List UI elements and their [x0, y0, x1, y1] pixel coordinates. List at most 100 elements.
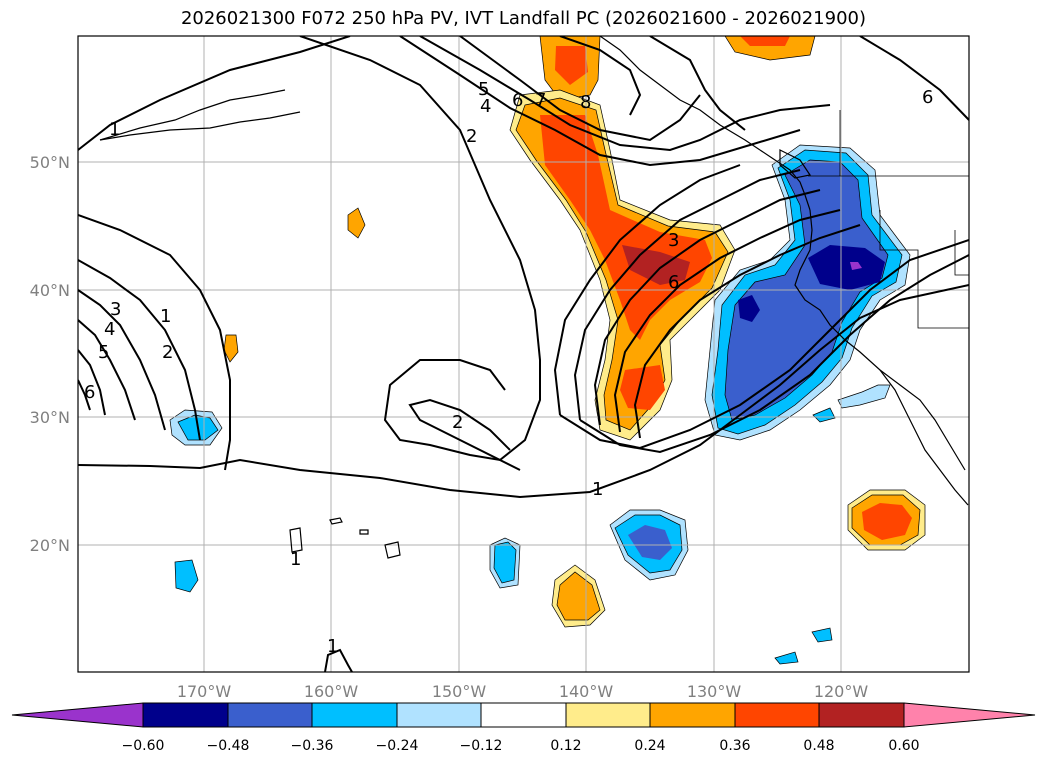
lat-tick-labels: 50°N 40°N 30°N 20°N [30, 153, 70, 555]
colorbar-label: 0.24 [634, 738, 665, 754]
aleutian-islands [99, 111, 301, 141]
pv-contour [78, 289, 166, 431]
positive-shading-region [347, 207, 366, 239]
positive-shading-region [740, 36, 790, 46]
hawaii-islands [329, 517, 343, 525]
pv-contour [78, 36, 351, 151]
contour-label: 7 [535, 90, 546, 111]
vancouver-island [779, 149, 811, 179]
colorbar-segment [142, 702, 229, 728]
negative-shading-region [837, 384, 891, 409]
negative-shading-region [738, 295, 760, 322]
pv-contour [78, 319, 136, 421]
colorbar-segment [311, 702, 398, 728]
coastlines [99, 36, 969, 559]
pv-contour [78, 259, 201, 441]
plot-area: 1 2 2 1 3 1 4 2 5 6 5 4 6 7 8 3 6 6 1 1 [78, 36, 969, 672]
lat-tick-label: 30°N [30, 408, 70, 427]
pv-contour [419, 36, 831, 152]
us-west-coastline [794, 209, 966, 471]
lon-tick-label: 130°W [687, 682, 742, 701]
colorbar-label: −0.24 [376, 738, 419, 754]
contour-label: 5 [98, 342, 109, 363]
lon-tick-label: 140°W [559, 682, 614, 701]
contour-label: 2 [162, 342, 173, 363]
colorbar-segment [818, 702, 905, 728]
colorbar-segment [480, 702, 567, 728]
pv-contour [633, 224, 861, 439]
positive-shading-region [862, 503, 912, 540]
colorbar-segment [565, 702, 651, 728]
contour-labels: 1 2 2 1 3 1 4 2 5 6 5 4 6 7 8 3 6 6 1 1 [84, 79, 933, 657]
hawaii-islands [384, 541, 401, 559]
lat-tick-label: 40°N [30, 281, 70, 300]
negative-shading-region [628, 525, 672, 560]
positive-shading-region [556, 571, 601, 621]
borders [808, 110, 969, 329]
contour-label: 6 [668, 272, 679, 293]
lon-tick-label: 150°W [432, 682, 487, 701]
state-border [879, 210, 969, 329]
pv-contour [579, 254, 969, 454]
hawaii-islands [359, 529, 369, 535]
colorbar-segment [734, 702, 820, 728]
positive-shading-region [620, 365, 665, 410]
pv-contour [553, 164, 741, 416]
colorbar-extend-high [903, 702, 1036, 728]
colorbar-segment [227, 702, 313, 728]
colorbar-label: −0.36 [291, 738, 334, 754]
colorbar-labels: −0.60 −0.48 −0.36 −0.24 −0.12 0.12 0.24 … [122, 738, 920, 754]
hawaii-islands [289, 527, 303, 553]
pv-contour [573, 169, 801, 421]
baja-coastline [879, 369, 969, 506]
graticule [78, 36, 969, 672]
negative-shading-region [808, 245, 885, 290]
contour-label: 4 [480, 96, 491, 117]
pv-contour [859, 36, 969, 121]
colorbar-label: 0.36 [719, 738, 750, 754]
negative-shading-region [493, 541, 517, 584]
lon-tick-label: 170°W [177, 682, 232, 701]
lon-tick-label: 120°W [814, 682, 869, 701]
colorbar-label: −0.12 [460, 738, 503, 754]
colorbar-label: −0.60 [122, 738, 165, 754]
lat-tick-label: 50°N [30, 153, 70, 172]
lat-tick-label: 20°N [30, 536, 70, 555]
pv-contour [299, 36, 541, 462]
pv-contour [559, 36, 642, 116]
contour-label: 3 [110, 299, 121, 320]
contour-label: 2 [466, 126, 477, 147]
contour-label: 5 [478, 79, 489, 100]
negative-shading [169, 144, 911, 665]
contour-label: 1 [109, 119, 120, 140]
contour-label: 8 [580, 92, 591, 113]
colorbar-segment [396, 702, 482, 728]
colorbar-label: −0.48 [207, 738, 250, 754]
contour-label: 6 [512, 90, 523, 111]
contour-label: 4 [104, 319, 115, 340]
contour-label: 6 [922, 87, 933, 108]
pv-contours [78, 36, 969, 672]
contour-label: 1 [160, 306, 171, 327]
positive-shading [223, 36, 926, 628]
contour-label: 3 [668, 230, 679, 251]
contour-label: 2 [452, 412, 463, 433]
contour-label: 6 [84, 382, 95, 403]
pv-contour [324, 648, 353, 672]
pv-contour [399, 36, 801, 167]
map-title: 2026021300 F072 250 hPa PV, IVT Landfall… [180, 8, 867, 29]
contour-label: 1 [327, 636, 338, 657]
pv-contour [459, 36, 701, 142]
colorbar-label: 0.60 [888, 738, 919, 754]
negative-shading-region [174, 559, 199, 593]
colorbar-extend-low [11, 702, 144, 728]
lon-tick-labels: 170°W 160°W 150°W 140°W 130°W 120°W [177, 682, 869, 701]
alaska-coastline [99, 89, 286, 141]
pv-contour [78, 349, 106, 416]
colorbar-label: 0.48 [803, 738, 834, 754]
lon-tick-label: 160°W [304, 682, 359, 701]
colorbar-segment [649, 702, 736, 728]
negative-shading-region [812, 407, 836, 423]
negative-shading-region [811, 627, 833, 643]
pv-contour [408, 398, 521, 471]
